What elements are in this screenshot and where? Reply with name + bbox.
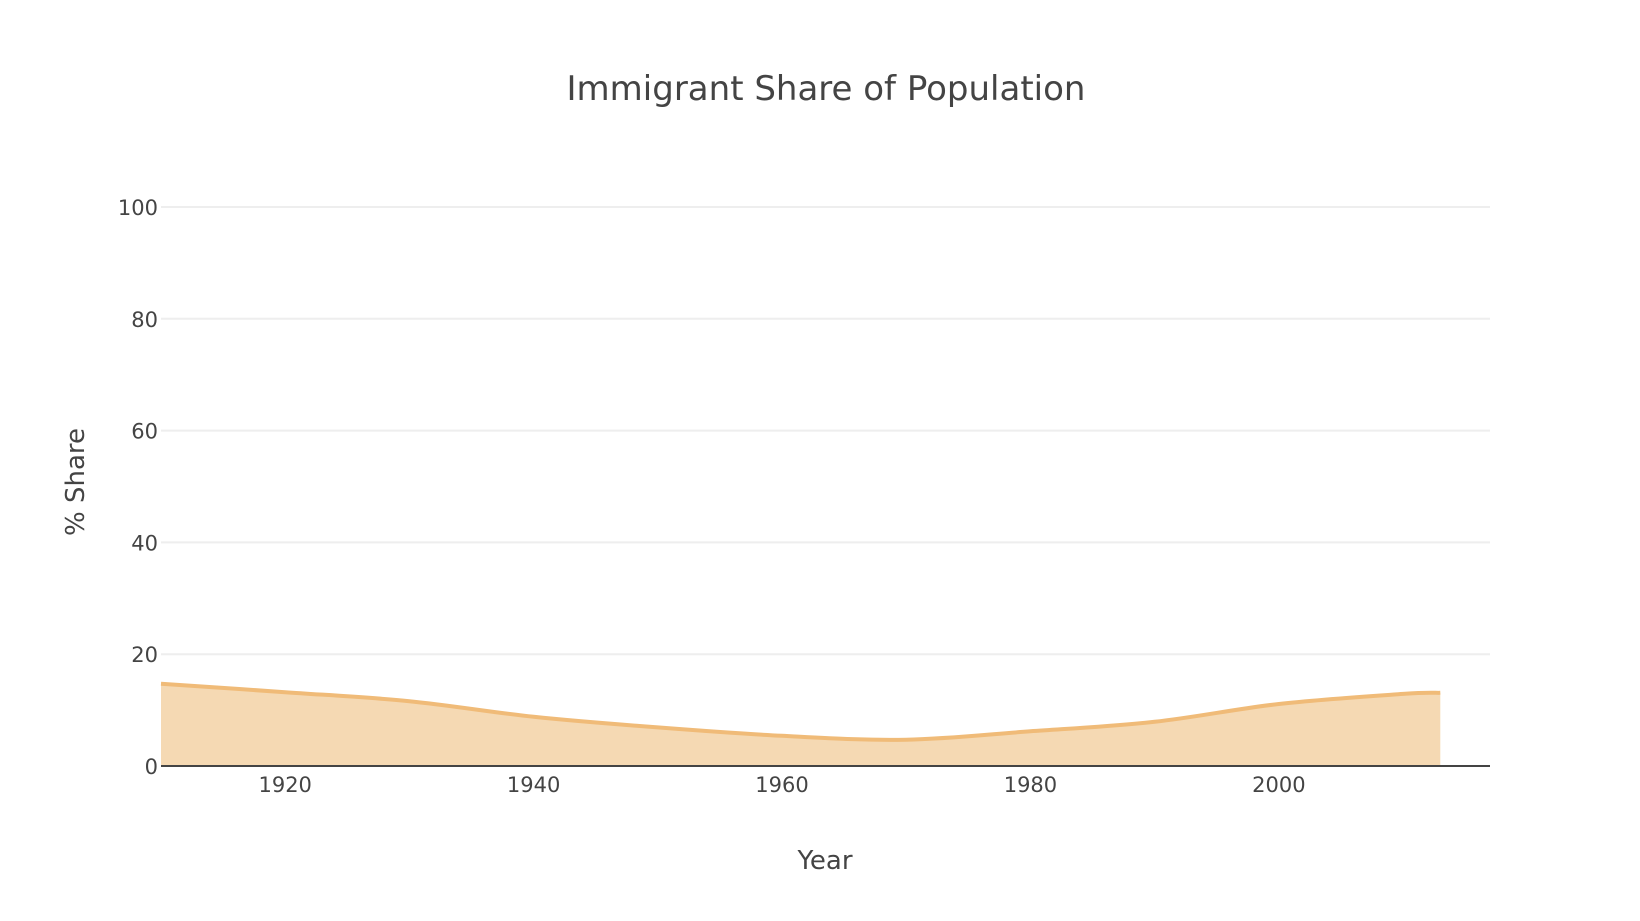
x-tick-label: 1960 [755,773,808,797]
x-tick-label: 2000 [1252,773,1305,797]
y-tick-label: 60 [131,420,158,444]
area-fill [161,683,1441,766]
data-point-2013[interactable] [1434,687,1446,699]
data-point-1970[interactable] [900,734,912,746]
y-tick-label: 0 [145,755,158,779]
x-tick-label: 1980 [1004,773,1057,797]
data-point-1960[interactable] [776,730,788,742]
data-point-1920[interactable] [279,686,291,698]
y-tick-label: 100 [118,196,158,220]
y-axis-ticks: 0 20 40 60 80 100 [118,196,158,779]
x-tick-label: 1920 [258,773,311,797]
area-series [155,678,1446,766]
y-tick-label: 80 [131,308,158,332]
data-point-1990[interactable] [1149,716,1161,728]
data-point-1980[interactable] [1024,725,1036,737]
data-point-1950[interactable] [652,721,664,733]
y-axis-title: % Share [61,428,91,536]
x-axis-title: Year [796,846,852,876]
x-tick-label: 1940 [507,773,560,797]
data-point-1930[interactable] [403,695,415,707]
data-point-1910[interactable] [155,678,167,690]
chart-title: Immigrant Share of Population [567,69,1086,109]
x-axis-ticks: 1920 1940 1960 1980 2000 [258,773,1305,797]
data-point-2010[interactable] [1397,688,1409,700]
series-line [160,681,1441,742]
data-point-2000[interactable] [1273,698,1285,710]
y-tick-label: 20 [131,643,158,667]
gridlines [161,206,1490,656]
y-tick-label: 40 [131,531,158,555]
data-point-1940[interactable] [528,711,540,723]
